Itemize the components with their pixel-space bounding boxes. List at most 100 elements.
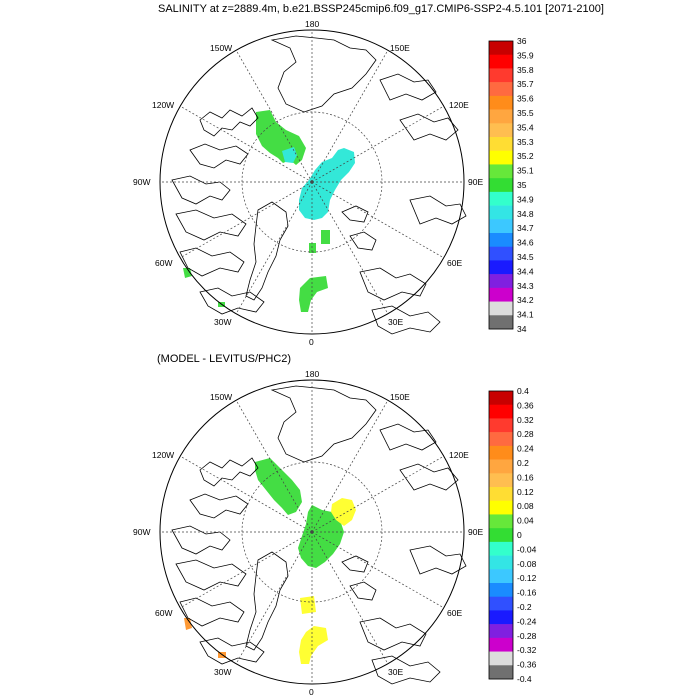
- bottom-longitude-labels: 180 150W 150E 120W 120E 90W 90E 60W 60E …: [133, 369, 483, 697]
- bottom-colorbar-swatch-7: [489, 487, 513, 502]
- bottom-map-border: [159, 379, 465, 685]
- bottom-fill-labrador-orange-1: [184, 618, 192, 630]
- bottom-fill-fram-yellow: [300, 596, 316, 614]
- bottom-colorbar-label: -0.2: [517, 602, 532, 612]
- top-fill-eurasian-basin: [299, 148, 355, 220]
- top-map-border: [159, 29, 465, 335]
- top-data-fill: [183, 110, 355, 312]
- bottom-lbl-90w: 90W: [133, 527, 150, 537]
- bottom-colorbar-swatch-15: [489, 596, 513, 611]
- bottom-lbl-150e: 150E: [390, 392, 410, 402]
- bottom-coastlines: [171, 385, 467, 685]
- bottom-colorbar-swatch-11: [489, 541, 513, 556]
- bottom-colorbar-swatch-17: [489, 624, 513, 639]
- bottom-lbl-120w: 120W: [152, 450, 174, 460]
- bottom-colorbar-swatch-18: [489, 637, 513, 652]
- top-colorbar-swatch-3: [489, 82, 513, 97]
- top-colorbar-label: 35.7: [517, 79, 534, 89]
- top-lbl-60w: 60W: [155, 258, 172, 268]
- bottom-colorbar-frame: [488, 390, 514, 680]
- bottom-colorbar-label: 0.4: [517, 386, 529, 396]
- top-colorbar-swatch-12: [489, 205, 513, 220]
- top-lbl-30e: 30E: [388, 317, 403, 327]
- top-colorbar-swatch-4: [489, 95, 513, 110]
- top-colorbar-label: 35.1: [517, 166, 534, 176]
- top-colorbar-label: 34.6: [517, 238, 534, 248]
- bottom-colorbar-label: 0.12: [517, 487, 534, 497]
- top-fill-canada-cyan: [282, 147, 297, 163]
- bottom-colorbar-label: -0.36: [517, 660, 537, 670]
- top-polar-map: 180 150W 150E 120W 120E 90W 90E 60W 60E …: [133, 19, 483, 347]
- top-colorbar-label: 34: [517, 324, 527, 334]
- bottom-colorbar-swatch-3: [489, 432, 513, 447]
- top-graticule: [160, 30, 464, 334]
- bottom-colorbar-swatch-13: [489, 569, 513, 584]
- bottom-lbl-150w: 150W: [210, 392, 232, 402]
- top-colorbar-swatch-19: [489, 301, 513, 316]
- bottom-colorbar-label: -0.28: [517, 631, 537, 641]
- top-colorbar-label: 34.3: [517, 281, 534, 291]
- top-lbl-30w: 30W: [214, 317, 231, 327]
- top-colorbar: 36 35.9 35.8 35.7 35.6 35.5 35.4 35.3 35.2 35.1 35…: [488, 36, 534, 334]
- bottom-colorbar-swatch-5: [489, 459, 513, 474]
- bottom-colorbar-label: -0.24: [517, 616, 537, 626]
- top-lbl-180: 180: [305, 19, 319, 29]
- bottom-chart-title: (MODEL - LEVITUS/PHC2): [157, 353, 292, 365]
- top-chart-title: SALINITY at z=2889.4m, b.e21.BSSP245cmip…: [158, 3, 604, 15]
- bottom-colorbar-label: -0.08: [517, 559, 537, 569]
- top-lbl-120w: 120W: [152, 100, 174, 110]
- bottom-lbl-180: 180: [305, 369, 319, 379]
- bottom-colorbar-label: 0.24: [517, 444, 534, 454]
- top-lbl-60e: 60E: [447, 258, 462, 268]
- top-colorbar-label: 35.8: [517, 65, 534, 75]
- bottom-colorbar-label: -0.12: [517, 573, 537, 583]
- top-colorbar-swatch-10: [489, 178, 513, 193]
- bottom-colorbar-label: 0.36: [517, 400, 534, 410]
- top-colorbar-label: 34.1: [517, 310, 534, 320]
- bottom-colorbar-swatch-2: [489, 418, 513, 433]
- top-colorbar-label: 34.4: [517, 266, 534, 276]
- top-colorbar-label: 34.5: [517, 252, 534, 262]
- top-colorbar-label: 35.2: [517, 151, 534, 161]
- top-colorbar-label: 35.4: [517, 122, 534, 132]
- bottom-colorbar-swatch-6: [489, 473, 513, 488]
- top-fill-fram-1: [309, 243, 316, 253]
- bottom-fill-canada-basin: [255, 458, 302, 515]
- top-colorbar-swatch-15: [489, 246, 513, 261]
- bottom-fill-greenland-yellow: [299, 626, 328, 664]
- bottom-colorbar-swatch-8: [489, 500, 513, 515]
- top-colorbar-frame: [488, 40, 514, 330]
- top-colorbar-swatch-6: [489, 123, 513, 138]
- top-colorbar-label: 34.7: [517, 223, 534, 233]
- bottom-lbl-120e: 120E: [449, 450, 469, 460]
- top-colorbar-swatch-14: [489, 233, 513, 248]
- top-colorbar-swatch-2: [489, 68, 513, 83]
- top-colorbar-swatch-9: [489, 164, 513, 179]
- top-colorbar-swatch-20: [489, 315, 513, 330]
- bottom-data-fill: [184, 458, 356, 664]
- top-colorbar-swatch-0: [489, 41, 513, 56]
- bottom-colorbar-label: -0.32: [517, 645, 537, 655]
- top-colorbar-swatch-17: [489, 274, 513, 289]
- top-lbl-150w: 150W: [210, 43, 232, 53]
- top-colorbar-label: 35: [517, 180, 527, 190]
- top-fill-labrador-1: [183, 268, 192, 278]
- bottom-colorbar-swatch-12: [489, 555, 513, 570]
- bottom-lbl-30e: 30E: [388, 667, 403, 677]
- bottom-colorbar-swatch-9: [489, 514, 513, 529]
- top-lbl-90e: 90E: [468, 177, 483, 187]
- bottom-colorbar-swatch-19: [489, 651, 513, 666]
- top-colorbar-label: 35.5: [517, 108, 534, 118]
- bottom-colorbar-label: -0.4: [517, 674, 532, 684]
- bottom-colorbar-label: 0: [517, 530, 522, 540]
- top-colorbar-swatch-7: [489, 137, 513, 152]
- bottom-colorbar-swatch-14: [489, 583, 513, 598]
- bottom-colorbar-label: 0.32: [517, 415, 534, 425]
- top-fill-fram-2: [321, 230, 330, 244]
- bottom-colorbar-label: 0.16: [517, 472, 534, 482]
- top-colorbar-swatch-8: [489, 150, 513, 165]
- top-colorbar-label: 35.9: [517, 50, 534, 60]
- bottom-colorbar-label: 0.2: [517, 458, 529, 468]
- bottom-fill-nansen-yellow: [331, 498, 356, 526]
- top-colorbar-swatch-13: [489, 219, 513, 234]
